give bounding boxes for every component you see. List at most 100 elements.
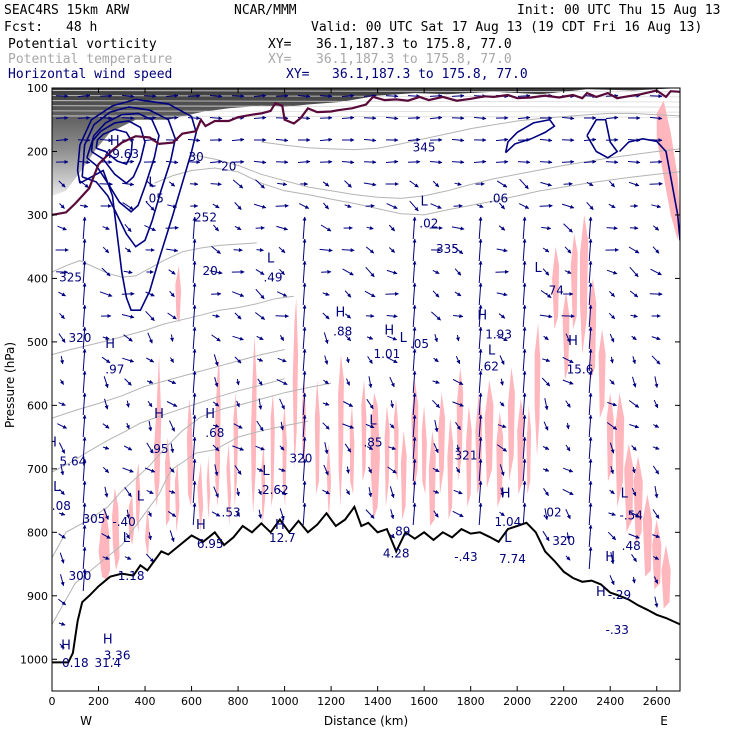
- wind-arrow: [344, 204, 352, 208]
- wind-arrow: [82, 546, 87, 570]
- wind-arrow: [60, 464, 65, 476]
- x-tick-label: 1400: [364, 695, 392, 708]
- wind-arrow: [79, 180, 89, 188]
- forecast-label: Fcst:: [4, 20, 44, 35]
- wind-arrow: [168, 489, 176, 494]
- wind-arrow: [564, 246, 572, 254]
- wind-arrow: [123, 334, 133, 342]
- wind-arrow: [522, 458, 527, 482]
- wind-speed-contour-20: [586, 118, 619, 159]
- wind-arrow: [82, 502, 87, 526]
- field-name-wind: Horizontal wind speed: [8, 67, 173, 82]
- wind-arrow: [344, 443, 352, 453]
- wind-arrow: [168, 269, 176, 275]
- wind-arrow: [628, 400, 640, 408]
- wind-arrow: [58, 402, 66, 406]
- wind-arrow: [319, 248, 333, 253]
- value-label: -.54: [619, 509, 642, 523]
- wind-arrow: [606, 269, 618, 275]
- wind-arrow: [165, 93, 179, 98]
- pv-shading-region: [292, 297, 299, 469]
- x-tick-label: 0: [49, 695, 56, 708]
- wind-arrow: [653, 555, 660, 560]
- wind-arrow: [588, 436, 593, 460]
- wind-arrow: [302, 326, 307, 350]
- value-label: .89: [391, 525, 410, 539]
- wind-arrow: [343, 401, 354, 407]
- value-label: .88: [333, 325, 352, 339]
- wind-arrow: [561, 203, 575, 209]
- value-label: .48: [622, 539, 641, 553]
- wind-arrow: [169, 467, 175, 473]
- wind-arrow: [255, 445, 265, 451]
- wind-arrow: [122, 182, 135, 187]
- wind-speed-contour-60: [95, 128, 134, 166]
- wind-arrow: [104, 486, 109, 498]
- extremum-h: H: [61, 639, 71, 654]
- wind-arrow: [341, 248, 355, 253]
- wind-arrow: [297, 94, 311, 99]
- y-tick-label: 1000: [20, 653, 48, 666]
- wind-arrow: [189, 182, 199, 187]
- wind-arrow: [56, 270, 69, 275]
- wind-arrow: [631, 554, 637, 563]
- wind-arrow: [649, 116, 663, 121]
- wind-arrow: [451, 160, 465, 165]
- wind-arrow: [323, 202, 329, 210]
- wind-arrow: [192, 480, 197, 504]
- wind-arrow: [169, 530, 175, 542]
- extremum-h: H: [196, 518, 206, 533]
- value-label: 325: [59, 271, 82, 285]
- wind-arrow: [121, 291, 135, 296]
- wind-arrow: [588, 370, 593, 394]
- pv-shading-region: [270, 392, 275, 507]
- wind-arrow: [628, 510, 640, 518]
- wind-arrow: [632, 376, 637, 388]
- wind-arrow: [101, 356, 111, 364]
- extremum-h: H: [105, 337, 115, 352]
- value-label: 300: [68, 569, 91, 583]
- wind-arrow: [385, 159, 399, 164]
- wind-arrow: [101, 533, 111, 539]
- wind-arrow: [605, 160, 619, 165]
- value-label: 4.28: [383, 547, 410, 561]
- wind-arrow: [517, 93, 531, 98]
- field-xy-label-pv: XY=: [268, 37, 292, 52]
- wind-arrow: [433, 510, 439, 518]
- wind-arrow: [390, 509, 395, 520]
- wind-arrow: [588, 238, 593, 262]
- pv-shading-region: [517, 399, 525, 495]
- wind-arrow: [588, 282, 593, 306]
- value-label: .53: [222, 505, 241, 519]
- wind-arrow: [192, 370, 197, 394]
- wind-arrow: [59, 379, 65, 385]
- wind-arrow: [478, 282, 483, 306]
- value-label: -.33: [605, 623, 628, 637]
- wind-arrow: [168, 181, 176, 187]
- wind-arrow: [478, 480, 483, 504]
- wind-arrow: [165, 115, 179, 120]
- wind-arrow: [82, 348, 87, 372]
- pv-shading-region: [507, 367, 515, 482]
- wind-arrow: [122, 467, 134, 473]
- wind-arrow: [211, 246, 221, 254]
- wind-arrow: [82, 524, 87, 548]
- value-label: .06: [489, 191, 508, 205]
- wind-arrow: [522, 260, 527, 284]
- wind-arrow: [302, 414, 307, 438]
- pv-shading-region: [112, 487, 120, 571]
- wind-arrow: [522, 304, 527, 328]
- wind-arrow: [608, 312, 616, 320]
- wind-arrow: [302, 480, 307, 504]
- wind-arrow: [57, 598, 67, 606]
- wind-arrow: [500, 487, 505, 497]
- wind-arrow: [588, 414, 593, 438]
- field-name-theta: Potential temperature: [8, 52, 173, 67]
- wind-arrow: [121, 94, 135, 99]
- value-label: 20: [203, 264, 218, 278]
- wind-arrow: [276, 378, 288, 386]
- wind-arrow: [319, 94, 333, 99]
- wind-arrow: [302, 370, 307, 394]
- wind-arrow: [212, 423, 220, 428]
- wind-arrow: [542, 247, 550, 253]
